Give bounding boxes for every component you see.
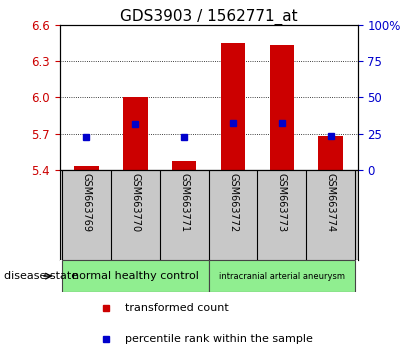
Bar — [74, 166, 99, 170]
Text: intracranial arterial aneurysm: intracranial arterial aneurysm — [219, 272, 345, 281]
Bar — [209, 260, 355, 292]
Text: GSM663774: GSM663774 — [326, 173, 336, 232]
Text: percentile rank within the sample: percentile rank within the sample — [125, 333, 312, 343]
Text: GSM663773: GSM663773 — [277, 173, 287, 232]
Bar — [221, 43, 245, 170]
Text: disease state: disease state — [4, 271, 78, 281]
Bar — [62, 260, 209, 292]
Text: GSM663769: GSM663769 — [81, 173, 92, 232]
Bar — [172, 161, 196, 170]
Text: GSM663771: GSM663771 — [179, 173, 189, 232]
Text: normal healthy control: normal healthy control — [72, 271, 199, 281]
Title: GDS3903 / 1562771_at: GDS3903 / 1562771_at — [120, 8, 298, 25]
Bar — [123, 97, 148, 170]
Bar — [319, 136, 343, 170]
Text: GSM663770: GSM663770 — [130, 173, 140, 232]
Text: GSM663772: GSM663772 — [228, 173, 238, 232]
Bar — [270, 45, 294, 170]
Text: transformed count: transformed count — [125, 303, 229, 313]
